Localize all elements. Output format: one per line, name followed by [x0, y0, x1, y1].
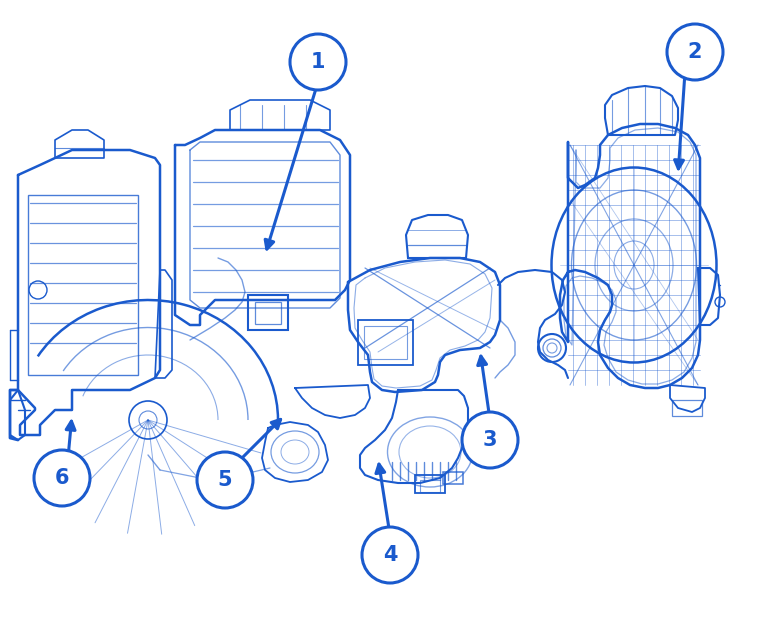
Text: 6: 6 [55, 468, 69, 488]
Bar [415, 475, 445, 493]
Bar [28, 195, 138, 375]
Text: 1: 1 [311, 52, 326, 72]
Bar [364, 326, 407, 359]
Text: 3: 3 [483, 430, 497, 450]
Text: 5: 5 [217, 470, 232, 490]
Bar [358, 320, 413, 365]
Text: 4: 4 [382, 545, 397, 565]
Bar [420, 480, 440, 492]
Circle shape [462, 412, 518, 468]
Circle shape [290, 34, 346, 90]
Circle shape [667, 24, 723, 80]
Circle shape [362, 527, 418, 583]
Bar [255, 302, 281, 324]
Bar [248, 295, 288, 330]
Text: 2: 2 [688, 42, 702, 62]
Circle shape [34, 450, 90, 506]
Bar [443, 472, 463, 484]
Circle shape [197, 452, 253, 508]
Bar [672, 400, 702, 416]
